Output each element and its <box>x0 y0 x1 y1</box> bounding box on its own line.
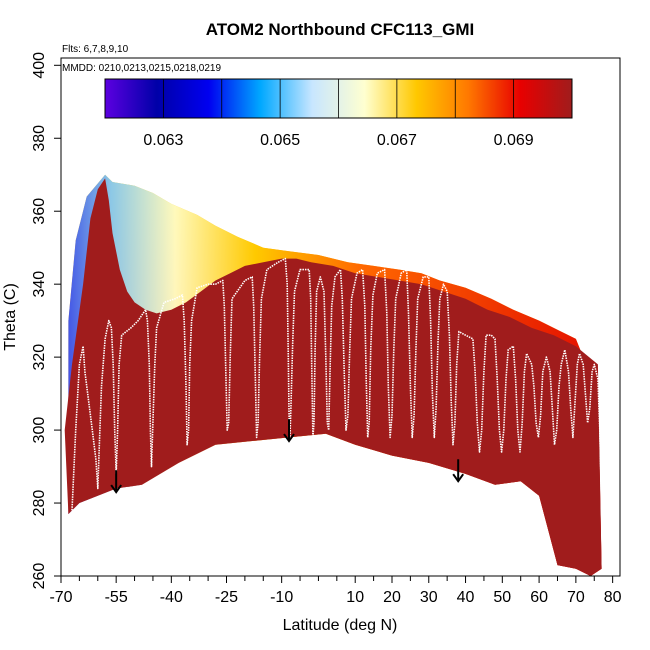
colorbar: 0.063 0.065 0.067 0.069 <box>104 78 573 149</box>
x-tick-label: 40 <box>457 589 475 606</box>
x-tick-label: 70 <box>567 589 585 606</box>
x-tick-label: -70 <box>49 589 72 606</box>
y-tick-label: 280 <box>31 490 48 517</box>
arrow-3 <box>452 459 464 483</box>
y-tick-label: 380 <box>31 125 48 152</box>
x-tick-label: 60 <box>530 589 548 606</box>
colorbar-tick-label: 0.067 <box>377 132 417 149</box>
y-tick-label: 300 <box>31 417 48 444</box>
x-tick-label: -10 <box>270 589 293 606</box>
flight-path <box>71 257 605 562</box>
arrow-1 <box>110 470 122 494</box>
arrow-head <box>110 484 122 494</box>
y-tick-label: 260 <box>31 563 48 590</box>
colorbar-tick-label: 0.065 <box>260 132 300 149</box>
dates-note: MMDD: 0210,0213,0215,0218,0219 <box>62 63 221 74</box>
y-tick-label: 340 <box>31 271 48 298</box>
y-tick-label: 400 <box>31 52 48 79</box>
x-tick-label: 80 <box>604 589 622 606</box>
y-tick-label: 320 <box>31 344 48 371</box>
arrow-2 <box>283 419 295 443</box>
plot-frame <box>60 57 621 577</box>
y-tick-label: 360 <box>31 198 48 225</box>
x-tick-label: 20 <box>383 589 401 606</box>
y-axis: 260 280 300 320 340 360 380 400 <box>31 52 61 590</box>
x-tick-label: 30 <box>420 589 438 606</box>
x-tick-label: -40 <box>160 589 183 606</box>
arrow-head <box>452 473 464 483</box>
colorbar-tick-label: 0.069 <box>494 132 534 149</box>
y-axis-label: Theta (C) <box>2 283 19 351</box>
flights-note: Flts: 6,7,8,9,10 <box>62 44 129 55</box>
arrow-head <box>283 433 295 443</box>
x-tick-label: 10 <box>346 589 364 606</box>
x-axis: -70 -55 -40 -25 -10 10 20 30 40 50 60 70 80 <box>49 576 622 606</box>
x-tick-label: 50 <box>493 589 511 606</box>
high-value-region <box>64 178 602 576</box>
plot-area <box>64 174 605 576</box>
colorbar-tick-label: 0.063 <box>143 132 183 149</box>
x-axis-label: Latitude (deg N) <box>283 617 398 634</box>
x-tick-label: -55 <box>105 589 128 606</box>
chart-title: ATOM2 Northbound CFC113_GMI <box>206 20 475 39</box>
x-tick-label: -25 <box>215 589 238 606</box>
